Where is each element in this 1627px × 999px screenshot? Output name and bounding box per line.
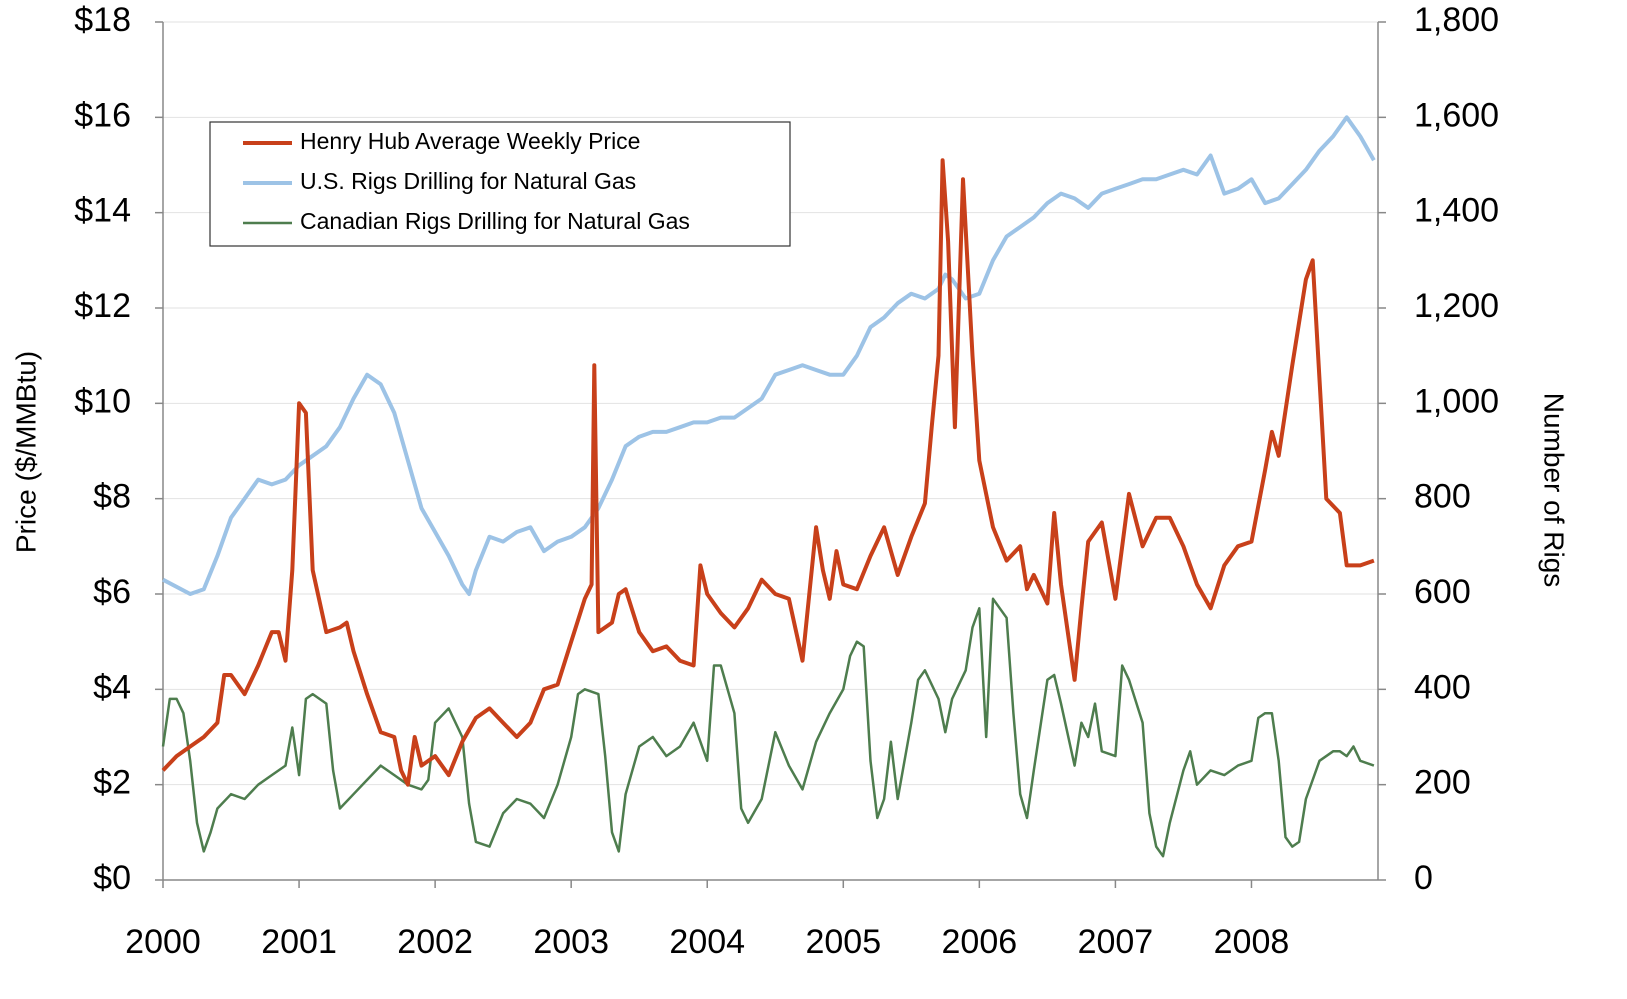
y-tick-label: $4 [93, 668, 131, 706]
y-tick-label: $18 [74, 1, 131, 39]
legend-label: Henry Hub Average Weekly Price [300, 128, 640, 154]
legend-box [209, 121, 791, 247]
y-tick-label: $16 [74, 96, 131, 134]
y2-tick-label: 1,800 [1414, 1, 1499, 39]
x-tick-label: 2005 [805, 923, 881, 961]
y2-tick-label: 0 [1414, 859, 1433, 897]
x-tick-label: 2006 [942, 923, 1018, 961]
y-tick-label: $6 [93, 573, 131, 611]
x-tick-label: 2002 [397, 923, 473, 961]
series-line [161, 158, 1375, 787]
y2-tick-label: 800 [1414, 478, 1471, 516]
y2-tick-label: 1,000 [1414, 382, 1499, 420]
legend-label: Canadian Rigs Drilling for Natural Gas [300, 208, 690, 234]
y2-tick-label: 400 [1414, 668, 1471, 706]
legend-label: U.S. Rigs Drilling for Natural Gas [300, 168, 636, 194]
legend: Henry Hub Average Weekly Price U.S. Rigs … [209, 121, 791, 247]
x-tick-label: 2000 [125, 923, 201, 961]
y-tick-label: $0 [93, 859, 131, 897]
y-tick-label: $2 [93, 764, 131, 802]
y2-tick-label: 200 [1414, 764, 1471, 802]
x-tick-label: 2004 [669, 923, 745, 961]
y2-tick-label: 1,400 [1414, 192, 1499, 230]
series-line [162, 115, 1376, 596]
x-tick-label: 2007 [1078, 923, 1154, 961]
y2-tick-label: 1,200 [1414, 287, 1499, 325]
y2-axis-title: Number of Rigs [1539, 393, 1570, 588]
y-tick-label: $12 [74, 287, 131, 325]
x-tick-label: 2008 [1214, 923, 1290, 961]
y-tick-label: $8 [93, 478, 131, 516]
y2-tick-label: 600 [1414, 573, 1471, 611]
series-line [161, 597, 1375, 858]
y-tick-label: $10 [74, 382, 131, 420]
y2-tick-label: 1,600 [1414, 96, 1499, 134]
y-axis-title: Price ($/MMBtu) [10, 351, 41, 553]
y-tick-label: $14 [74, 192, 131, 230]
x-tick-label: 2003 [533, 923, 609, 961]
x-tick-label: 2001 [261, 923, 337, 961]
